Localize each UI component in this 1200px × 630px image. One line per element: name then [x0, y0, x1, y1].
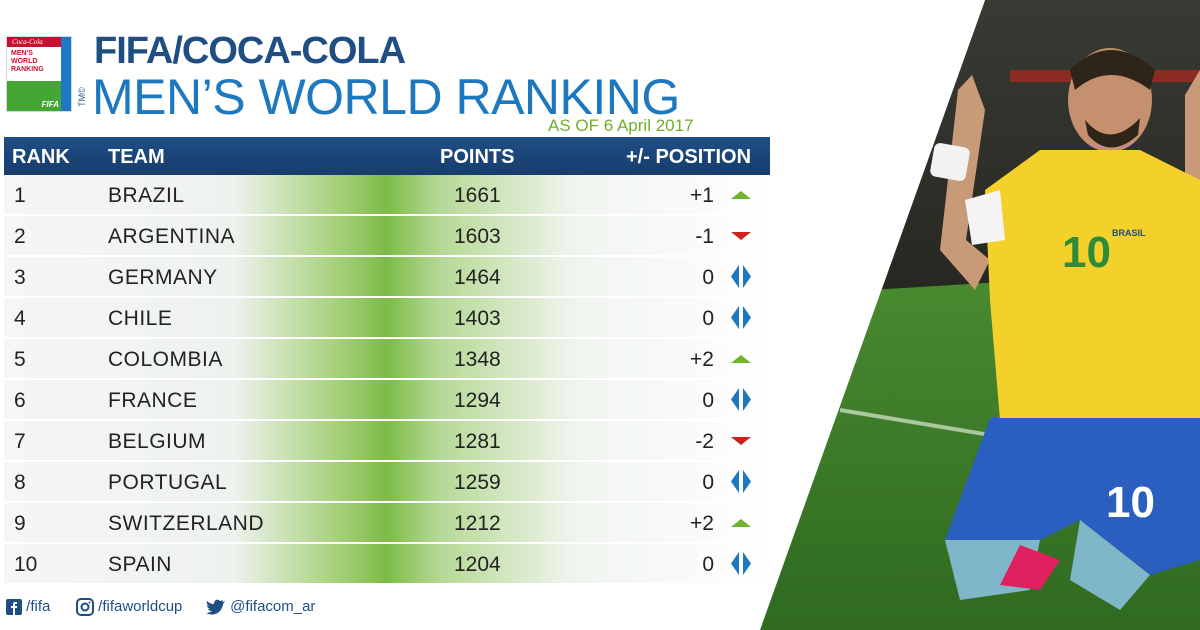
- points-cell: 1348: [454, 348, 501, 371]
- instagram-link[interactable]: /fifaworldcup: [76, 598, 183, 617]
- team-cell: BELGIUM: [108, 430, 207, 453]
- header-points: POINTS: [440, 146, 515, 168]
- team-cell: COLOMBIA: [108, 348, 223, 371]
- logo-brand: Coca-Cola: [12, 38, 43, 46]
- points-cell: 1603: [454, 225, 501, 248]
- rank-cell: 8: [14, 471, 26, 494]
- rank-cell: 1: [14, 184, 26, 207]
- trademark: TM©: [76, 87, 87, 107]
- rank-cell: 4: [14, 307, 26, 330]
- change-cell: -2: [695, 430, 714, 453]
- points-cell: 1259: [454, 471, 501, 494]
- title-line-1: FIFA/COCA-COLA: [94, 30, 406, 72]
- twitter-handle: @fifacom_ar: [230, 598, 316, 615]
- team-cell: BRAZIL: [108, 184, 185, 207]
- table-row: 4 CHILE 1403 0: [4, 298, 770, 339]
- team-cell: CHILE: [108, 307, 173, 330]
- table-row: 2 ARGENTINA 1603 -1: [4, 216, 770, 257]
- rank-cell: 9: [14, 512, 26, 535]
- change-cell: 0: [702, 471, 714, 494]
- instagram-icon: [76, 598, 94, 617]
- header-change: +/- POSITION: [626, 146, 752, 168]
- twitter-icon: [206, 599, 225, 615]
- rank-cell: 3: [14, 266, 26, 289]
- jersey-number: 10: [1062, 228, 1111, 277]
- table-row: 10 SPAIN 1204 0: [4, 544, 770, 585]
- trend-up-icon: [731, 191, 751, 199]
- change-cell: -1: [695, 225, 714, 248]
- logo-fifa: FIFA: [41, 100, 59, 109]
- rank-cell: 10: [14, 553, 38, 576]
- table-row: 9 SWITZERLAND 1212 +2: [4, 503, 770, 544]
- facebook-icon: [6, 599, 22, 616]
- rank-cell: 7: [14, 430, 26, 453]
- trend-same-icon: [731, 470, 751, 493]
- trend-same-icon: [731, 388, 751, 411]
- team-cell: SWITZERLAND: [108, 512, 265, 535]
- trend-up-icon: [731, 355, 751, 363]
- facebook-link[interactable]: /fifa: [6, 598, 51, 616]
- points-cell: 1403: [454, 307, 501, 330]
- change-cell: 0: [702, 553, 714, 576]
- change-cell: 0: [702, 389, 714, 412]
- points-cell: 1281: [454, 430, 501, 453]
- team-cell: GERMANY: [108, 266, 218, 289]
- trend-same-icon: [731, 265, 751, 288]
- trend-same-icon: [731, 306, 751, 329]
- points-cell: 1464: [454, 266, 501, 289]
- team-cell: PORTUGAL: [108, 471, 228, 494]
- points-cell: 1661: [454, 184, 501, 207]
- logo-text: MEN'S WORLD RANKING: [11, 50, 44, 73]
- table-row: 8 PORTUGAL 1259 0: [4, 462, 770, 503]
- table-row: 1 BRAZIL 1661 +1: [4, 175, 770, 216]
- rank-cell: 2: [14, 225, 26, 248]
- change-cell: 0: [702, 307, 714, 330]
- change-cell: +2: [690, 348, 714, 371]
- header-team: TEAM: [108, 146, 165, 168]
- trend-down-icon: [731, 232, 751, 240]
- rank-cell: 5: [14, 348, 26, 371]
- team-cell: SPAIN: [108, 553, 172, 576]
- team-cell: ARGENTINA: [108, 225, 236, 248]
- ranking-logo: Coca-Cola MEN'S WORLD RANKING FIFA: [6, 36, 72, 112]
- facebook-handle: /fifa: [26, 598, 51, 615]
- ranking-table: RANK TEAM POINTS +/- POSITION 1 BRAZIL 166…: [4, 137, 770, 591]
- change-cell: +1: [690, 184, 714, 207]
- points-cell: 1294: [454, 389, 501, 412]
- table-header: RANK TEAM POINTS +/- POSITION: [4, 137, 770, 175]
- table-row: 6 FRANCE 1294 0: [4, 380, 770, 421]
- points-cell: 1212: [454, 512, 501, 535]
- instagram-handle: /fifaworldcup: [98, 598, 183, 615]
- trend-down-icon: [731, 437, 751, 445]
- rank-cell: 6: [14, 389, 26, 412]
- change-cell: +2: [690, 512, 714, 535]
- as-of-date: AS OF 6 April 2017: [548, 116, 694, 135]
- table-row: 5 COLOMBIA 1348 +2: [4, 339, 770, 380]
- title-line-2: MEN’S WORLD RANKING: [92, 69, 680, 125]
- trend-same-icon: [731, 552, 751, 575]
- points-cell: 1204: [454, 553, 501, 576]
- table-row: 3 GERMANY 1464 0: [4, 257, 770, 298]
- table-row: 7 BELGIUM 1281 -2: [4, 421, 770, 462]
- header-rank: RANK: [12, 146, 70, 168]
- twitter-link[interactable]: @fifacom_ar: [206, 598, 315, 615]
- change-cell: 0: [702, 266, 714, 289]
- trend-up-icon: [731, 519, 751, 527]
- team-cell: FRANCE: [108, 389, 198, 412]
- badge-text: BRASIL: [1112, 228, 1146, 238]
- shorts-number: 10: [1106, 478, 1155, 527]
